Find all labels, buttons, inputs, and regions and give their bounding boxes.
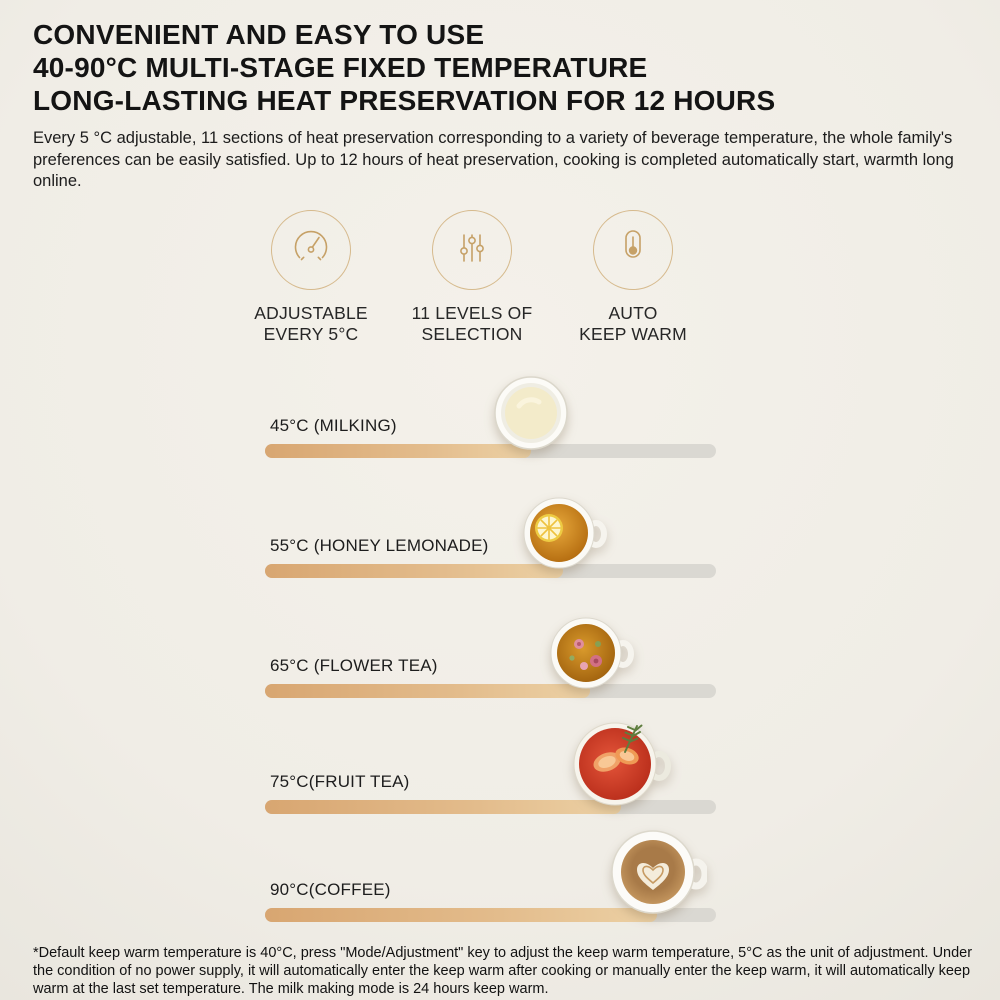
temperature-label: 75°C(FRUIT TEA) bbox=[270, 772, 410, 791]
temperature-bar-fill bbox=[265, 908, 658, 922]
disclaimer-footnote: *Default keep warm temperature is 40°C, … bbox=[33, 945, 973, 998]
feature-levels: 11 LEVELS OF SELECTION bbox=[362, 210, 582, 345]
feature-circle bbox=[271, 210, 351, 290]
headline-line-2: 40-90°C MULTI-STAGE FIXED TEMPERATURE bbox=[33, 52, 648, 83]
temperature-bar-fill bbox=[265, 684, 590, 698]
headline-line-1: CONVENIENT AND EASY TO USE bbox=[33, 19, 485, 50]
feature-keep-warm: AUTO KEEP WARM bbox=[523, 210, 743, 345]
temperature-bar-fill bbox=[265, 800, 622, 814]
feature-label-line2: SELECTION bbox=[421, 324, 523, 344]
temperature-bar bbox=[265, 564, 716, 578]
feature-label-line1: ADJUSTABLE bbox=[254, 303, 368, 323]
feature-label: 11 LEVELS OF SELECTION bbox=[362, 303, 582, 345]
temperature-label: 55°C (HONEY LEMONADE) bbox=[270, 536, 489, 555]
headline-line-3: LONG-LASTING HEAT PRESERVATION FOR 12 HO… bbox=[33, 85, 776, 116]
gauge-dial-icon bbox=[287, 224, 335, 277]
milk-cup-image bbox=[492, 374, 570, 452]
temp-row-65: 65°C (FLOWER TEA) bbox=[265, 617, 716, 698]
temperature-label: 45°C (MILKING) bbox=[270, 416, 397, 435]
temp-row-45: 45°C (MILKING) bbox=[265, 376, 716, 458]
feature-label: ADJUSTABLE EVERY 5°C bbox=[201, 303, 421, 345]
honey-lemonade-cup-image bbox=[519, 494, 607, 572]
temperature-bar bbox=[265, 908, 716, 922]
feature-label-line2: EVERY 5°C bbox=[263, 324, 359, 344]
feature-circle bbox=[593, 210, 673, 290]
flower-tea-cup-image bbox=[546, 614, 634, 692]
intro-paragraph: Every 5 °C adjustable, 11 sections of he… bbox=[33, 129, 954, 190]
level-sliders-icon bbox=[448, 224, 496, 277]
temp-row-55: 55°C (HONEY LEMONADE) bbox=[265, 497, 716, 578]
feature-label-line1: 11 LEVELS OF bbox=[411, 303, 533, 323]
coffee-cup-image bbox=[607, 824, 709, 916]
feature-label-line2: KEEP WARM bbox=[579, 324, 687, 344]
temperature-bar-fill bbox=[265, 444, 532, 458]
feature-label: AUTO KEEP WARM bbox=[523, 303, 743, 345]
fruit-tea-cup-image bbox=[569, 716, 673, 808]
temperature-bar bbox=[265, 684, 716, 698]
temperature-label: 65°C (FLOWER TEA) bbox=[270, 656, 438, 675]
temp-row-75: 75°C(FRUIT TEA) bbox=[265, 722, 716, 814]
header: CONVENIENT AND EASY TO USE 40-90°C MULTI… bbox=[33, 18, 975, 193]
temperature-bar-fill bbox=[265, 564, 563, 578]
feature-adjustable: ADJUSTABLE EVERY 5°C bbox=[201, 210, 421, 345]
temperature-label: 90°C(COFFEE) bbox=[270, 880, 391, 899]
temp-row-90: 90°C(COFFEE) bbox=[265, 830, 716, 922]
feature-label-line1: AUTO bbox=[608, 303, 658, 323]
feature-circle bbox=[432, 210, 512, 290]
thermometer-icon bbox=[609, 224, 657, 277]
temperature-bar bbox=[265, 444, 716, 458]
